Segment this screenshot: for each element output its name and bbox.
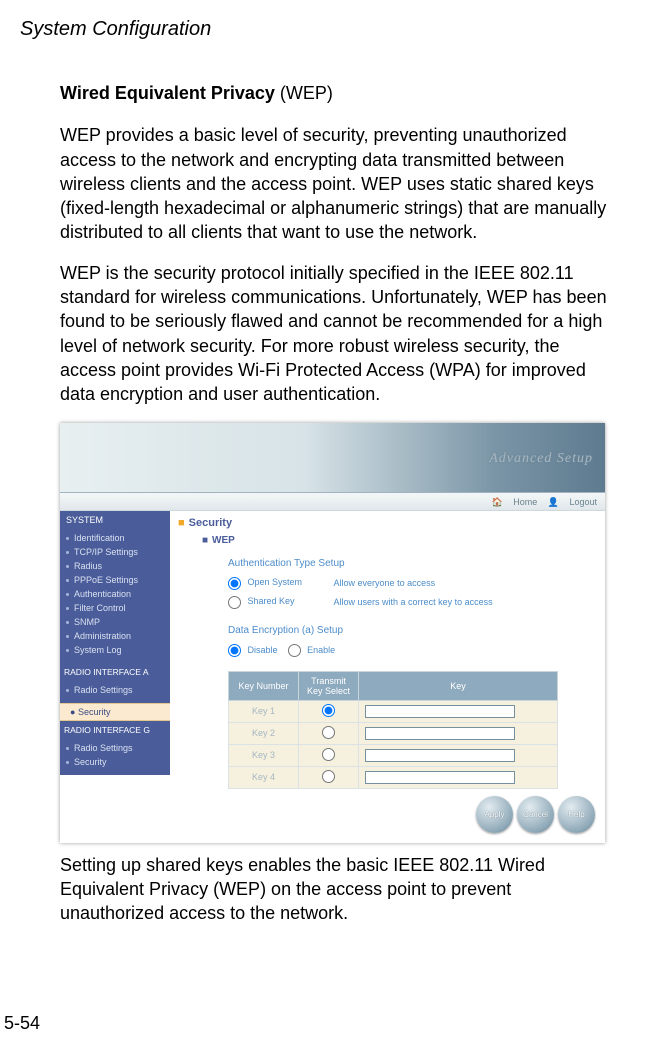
sidebar-item[interactable]: Filter Control [60, 601, 170, 615]
sidebar-item[interactable]: Authentication [60, 587, 170, 601]
enc-row: Disable Enable [228, 644, 595, 657]
breadcrumb-label: Security [189, 517, 232, 529]
sidebar-item-selected[interactable]: ● Security [60, 703, 170, 721]
chapter-title: System Configuration [20, 18, 631, 41]
key-select-radio[interactable] [322, 770, 335, 783]
action-buttons: Apply Cancel Help [476, 796, 595, 833]
nav-system-list: Identification TCP/IP Settings Radius PP… [60, 529, 170, 663]
page-number: 5-54 [4, 1013, 40, 1034]
nav-system-header: SYSTEM [60, 511, 170, 529]
auth-open-radio[interactable] [228, 577, 241, 590]
table-row: Key 3 [229, 744, 558, 766]
enc-title: Data Encryption (a) Setup [228, 625, 595, 636]
home-link-label: Home [513, 497, 537, 507]
paragraph-2: WEP is the security protocol initially s… [60, 261, 619, 407]
nav-radio-g-header: RADIO INTERFACE G [60, 721, 170, 739]
sidebar-item[interactable]: Radio Settings [60, 741, 170, 755]
banner-title: Advanced Setup [489, 451, 593, 467]
nav-radio-a-header: RADIO INTERFACE A [60, 663, 170, 681]
caption-paragraph: Setting up shared keys enables the basic… [20, 853, 631, 926]
key-input[interactable] [365, 749, 515, 762]
paragraph-1: WEP provides a basic level of security, … [60, 123, 619, 244]
table-row: Key 2 [229, 722, 558, 744]
table-row: Key 1 [229, 700, 558, 722]
logout-link-label: Logout [569, 497, 597, 507]
key-number-cell: Key 2 [229, 722, 299, 744]
table-row: Key 4 [229, 766, 558, 788]
table-header-row: Key Number Transmit Key Select Key [229, 671, 558, 700]
nav-radio-g-list: Radio Settings Security [60, 739, 170, 775]
section-sub-label: WEP [212, 535, 235, 546]
apply-button[interactable]: Apply [476, 796, 513, 833]
main-panel: ■ Security ■ WEP Authentication Type Setup… [170, 511, 605, 843]
th-transmit: Transmit Key Select [299, 671, 359, 700]
auth-shared-radio[interactable] [228, 596, 241, 609]
key-select-radio[interactable] [322, 726, 335, 739]
section-heading: Wired Equivalent Privacy (WEP) [60, 81, 619, 105]
auth-open-desc: Allow everyone to access [334, 577, 436, 587]
enc-disable-label: Disable [248, 644, 278, 654]
enc-enable-label: Enable [307, 644, 335, 654]
heading-bold: Wired Equivalent Privacy [60, 83, 275, 103]
key-number-cell: Key 3 [229, 744, 299, 766]
sidebar-item[interactable]: Radius [60, 559, 170, 573]
top-link-row: 🏠 Home 👤 Logout [60, 493, 605, 511]
key-select-radio[interactable] [322, 748, 335, 761]
crumb-icon: ■ [178, 517, 185, 529]
sidebar-item[interactable]: Identification [60, 531, 170, 545]
config-screenshot: Advanced Setup 🏠 Home 👤 Logout SYSTEM Id… [60, 423, 605, 843]
th-keynum: Key Number [229, 671, 299, 700]
help-button[interactable]: Help [558, 796, 595, 833]
key-table: Key Number Transmit Key Select Key Key 1… [228, 671, 558, 789]
auth-shared-desc: Allow users with a correct key to access [334, 596, 493, 606]
key-number-cell: Key 1 [229, 700, 299, 722]
sidebar-item[interactable]: Security [60, 755, 170, 769]
sidebar-selected-label: Security [78, 707, 111, 717]
auth-type-title: Authentication Type Setup [228, 558, 595, 569]
breadcrumb: ■ Security [178, 517, 595, 529]
key-number-cell: Key 4 [229, 766, 299, 788]
section-sub: ■ WEP [202, 535, 595, 546]
th-key: Key [359, 671, 558, 700]
sidebar-item[interactable]: PPPoE Settings [60, 573, 170, 587]
key-input[interactable] [365, 771, 515, 784]
sub-icon: ■ [202, 535, 208, 546]
sidebar: SYSTEM Identification TCP/IP Settings Ra… [60, 511, 170, 843]
auth-open-row: Open System Allow everyone to access [228, 577, 595, 590]
sidebar-item[interactable]: Radio Settings [60, 683, 170, 697]
sidebar-item[interactable]: SNMP [60, 615, 170, 629]
banner: Advanced Setup [60, 423, 605, 493]
auth-shared-label: Shared Key [248, 596, 332, 606]
key-input[interactable] [365, 727, 515, 740]
sidebar-item[interactable]: System Log [60, 643, 170, 657]
heading-rest: (WEP) [275, 83, 333, 103]
logout-link[interactable]: 👤 Logout [548, 497, 597, 507]
auth-open-label: Open System [248, 577, 332, 587]
nav-radio-a-list: Radio Settings [60, 681, 170, 703]
sidebar-item[interactable]: Administration [60, 629, 170, 643]
cancel-button[interactable]: Cancel [517, 796, 554, 833]
enc-enable-radio[interactable] [288, 644, 301, 657]
sidebar-item[interactable]: TCP/IP Settings [60, 545, 170, 559]
key-input[interactable] [365, 705, 515, 718]
home-link[interactable]: 🏠 Home [492, 497, 538, 507]
auth-shared-row: Shared Key Allow users with a correct ke… [228, 596, 595, 609]
key-select-radio[interactable] [322, 704, 335, 717]
enc-disable-radio[interactable] [228, 644, 241, 657]
